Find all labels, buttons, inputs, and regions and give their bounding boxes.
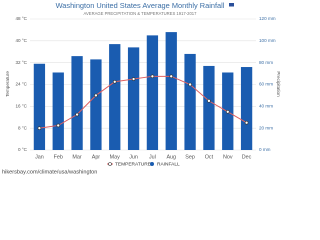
point xyxy=(150,74,155,79)
point xyxy=(188,82,192,87)
x-tick-label: Dec xyxy=(242,154,252,160)
y-tick-label: 48 °C xyxy=(15,16,27,21)
bar xyxy=(52,72,64,150)
point xyxy=(37,126,42,130)
x-tick-label: Oct xyxy=(205,154,214,160)
legend-label: RAINFALL xyxy=(157,161,180,167)
x-tick-label: Nov xyxy=(223,154,233,160)
y2-tick-label: 0 mm xyxy=(259,147,271,152)
point xyxy=(225,109,230,114)
bar xyxy=(203,65,215,150)
y2-tick-label: 60 mm xyxy=(259,82,273,87)
legend-swatch xyxy=(150,162,154,166)
y-tick-label: 8 °C xyxy=(18,125,28,130)
point xyxy=(244,120,249,125)
y-axis-label: Temperature xyxy=(5,71,10,97)
x-tick-label: Aug xyxy=(166,154,176,160)
point xyxy=(75,112,79,117)
x-tick-label: Jun xyxy=(129,154,138,160)
bar xyxy=(109,44,121,150)
legend-label: TEMPERATURE xyxy=(115,161,151,167)
x-tick-label: Apr xyxy=(92,154,101,160)
flag-icon xyxy=(229,3,234,7)
bar xyxy=(33,63,46,151)
y2-tick-label: 20 mm xyxy=(259,125,273,130)
x-tick-label: Jan xyxy=(35,154,44,160)
bar xyxy=(184,53,196,150)
y2-tick-label: 100 mm xyxy=(259,38,276,43)
chart-subtitle: AVERAGE PRECIPITATION & TEMPERATURES 191… xyxy=(84,11,198,16)
x-tick-label: May xyxy=(110,154,120,160)
source-url: hikersbay.com/climate/usa/washington xyxy=(2,169,97,175)
bar xyxy=(240,67,253,150)
x-tick-label: Sep xyxy=(185,154,195,160)
point xyxy=(112,79,117,84)
bar xyxy=(165,32,177,150)
point xyxy=(56,123,61,128)
line xyxy=(39,75,247,129)
point xyxy=(94,93,98,98)
bar xyxy=(71,56,83,150)
y-tick-label: 0 °C xyxy=(18,147,28,152)
legend-swatch xyxy=(108,162,112,166)
y-tick-label: 24 °C xyxy=(15,82,27,87)
y2-tick-label: 40 mm xyxy=(259,104,273,109)
point xyxy=(169,74,174,79)
x-tick-label: Feb xyxy=(54,154,63,160)
bar xyxy=(90,59,102,151)
y-tick-label: 40 °C xyxy=(15,38,27,43)
y2-tick-label: 120 mm xyxy=(259,16,276,21)
point xyxy=(207,99,211,103)
y2-tick-label: 80 mm xyxy=(259,60,273,65)
point xyxy=(131,77,136,81)
bar xyxy=(146,35,159,150)
y-tick-label: 32 °C xyxy=(15,60,27,65)
x-tick-label: Jul xyxy=(149,154,156,160)
bar xyxy=(127,47,140,151)
chart-title: Washington United States Average Monthly… xyxy=(56,1,225,10)
x-tick-label: Mar xyxy=(72,154,81,160)
y-tick-label: 16 °C xyxy=(15,104,27,109)
y2-axis-label: Precipitation xyxy=(276,71,281,97)
chart: Washington United States Average Monthly… xyxy=(2,1,281,176)
